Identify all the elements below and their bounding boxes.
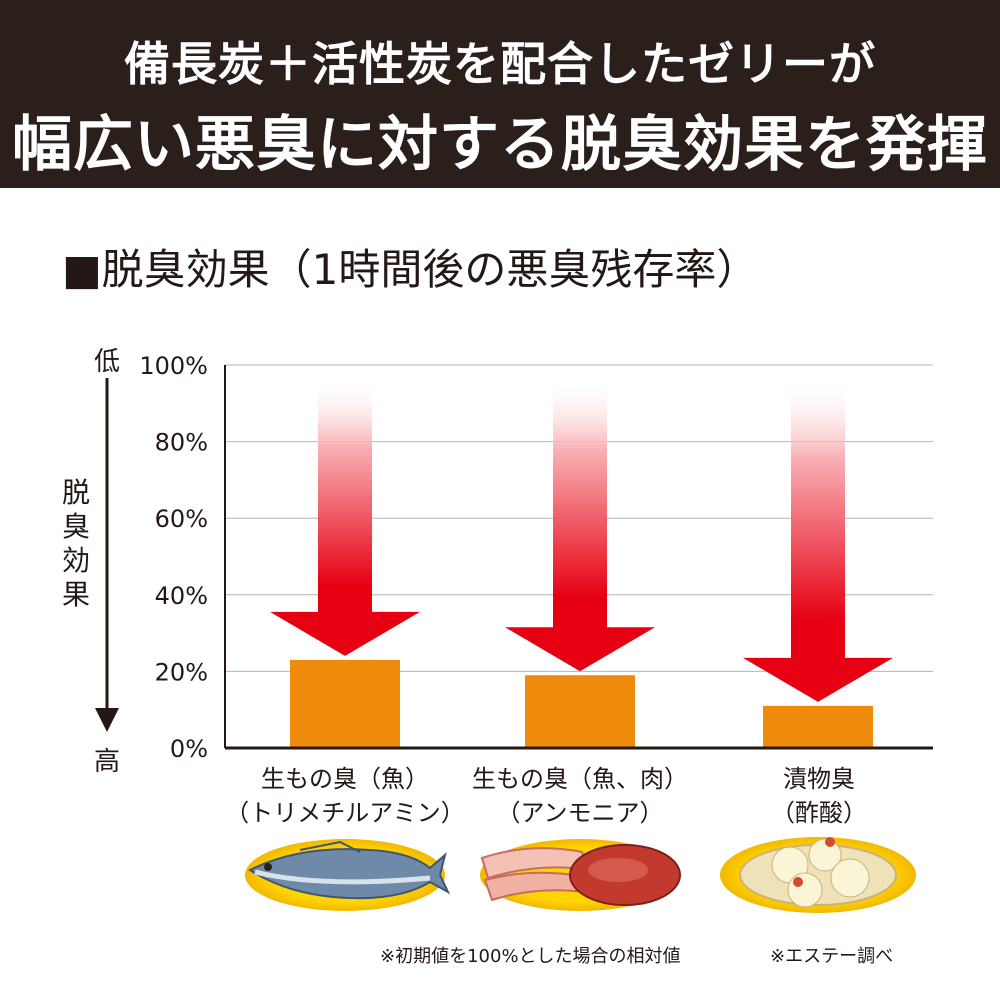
- reduction-arrow: [743, 377, 893, 702]
- y-tick-label: 20%: [155, 658, 208, 686]
- reduction-arrow: [505, 377, 655, 672]
- note-source: ※エステー調べ: [770, 946, 894, 967]
- chart-title: ■脱臭効果（1時間後の悪臭残存率）: [62, 245, 759, 294]
- category-label-pickles: 漬物臭 （酢酸）: [689, 762, 949, 830]
- effect-low-label: 低: [94, 347, 120, 377]
- y-tick-label: 80%: [155, 429, 208, 457]
- y-axis-label: 脱臭効果: [62, 476, 90, 611]
- category-label-fish: 生もの臭（魚） （トリメチルアミン）: [215, 762, 475, 830]
- y-tick-label: 100%: [139, 352, 208, 380]
- header-line-2: 幅広い悪臭に対する脱臭効果を発揮: [12, 110, 988, 180]
- chart: 0% 20% 40% 60% 80% 100% 低高 脱臭効果: [62, 347, 933, 913]
- category-label-meat: 生もの臭（魚、肉） （アンモニア）: [450, 762, 710, 830]
- pickles-icon: [720, 837, 916, 913]
- fish-icon: [245, 839, 451, 911]
- category-label-line: 生もの臭（魚）: [261, 765, 429, 793]
- effect-axis-arrowhead: [95, 708, 119, 732]
- header-banner: 備長炭＋活性炭を配合したゼリーが 幅広い悪臭に対する脱臭効果を発揮: [0, 0, 1000, 188]
- meat-icon: [480, 839, 681, 911]
- category-label-line: （トリメチルアミン）: [225, 799, 465, 827]
- category-label-line: 漬物臭: [783, 765, 855, 793]
- reduction-arrow: [270, 377, 420, 656]
- bar: [763, 705, 873, 748]
- bar: [290, 659, 400, 748]
- category-label-line: 生もの臭（魚、肉）: [472, 765, 688, 793]
- y-tick-label: 40%: [155, 582, 208, 610]
- category-label-line: （アンモニア）: [496, 799, 664, 827]
- y-tick-label: 0%: [170, 735, 208, 763]
- category-label-line: （酢酸）: [771, 799, 867, 827]
- header-line-1: 備長炭＋活性炭を配合したゼリーが: [124, 37, 876, 91]
- effect-high-label: 高: [94, 747, 120, 777]
- bar: [525, 675, 635, 748]
- y-tick-label: 60%: [155, 505, 208, 533]
- note-relative: ※初期値を100%とした場合の相対値: [380, 946, 681, 967]
